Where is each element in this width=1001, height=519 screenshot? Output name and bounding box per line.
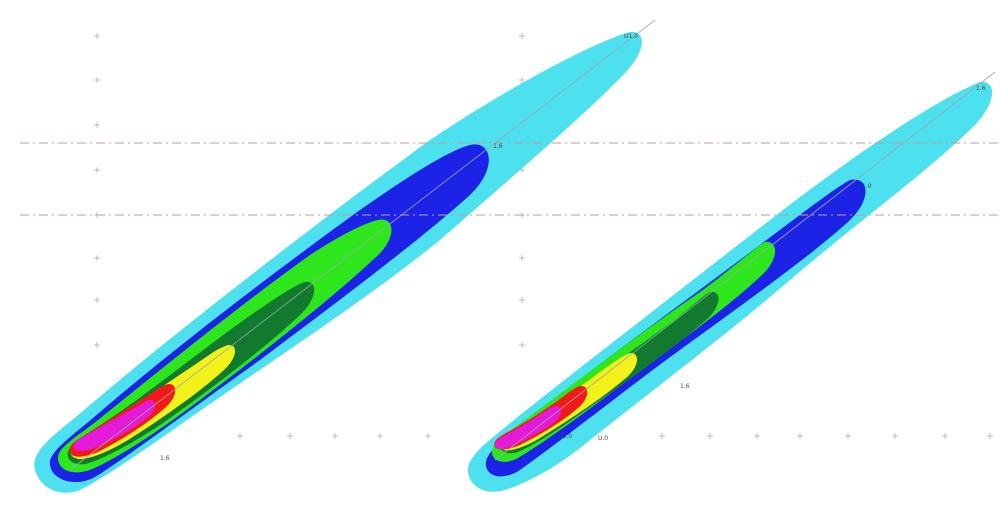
- right-plume-centerline: [494, 71, 996, 461]
- right-plume-label-3: 1.6: [680, 383, 690, 390]
- left-plume-label-4: 1.6: [160, 455, 170, 462]
- right-plume-label-4: U.0: [562, 433, 572, 440]
- left-plume-label-1: U1.0: [624, 33, 638, 40]
- left-plume-centerline: [69, 19, 656, 471]
- right-plume: 1.6 1.0 1.6 U.0 U.0: [468, 71, 996, 492]
- left-plume-label-3: 0.0: [236, 339, 246, 346]
- left-plume-label-2: 1.6: [493, 143, 503, 150]
- right-plume-label-1: 1.6: [976, 85, 986, 92]
- right-plume-band-magenta: [494, 406, 561, 450]
- left-plume-band-magenta: [73, 400, 156, 451]
- right-plume-label-5: U.0: [598, 435, 608, 442]
- right-plume-label-2: 1.0: [862, 183, 872, 190]
- left-plume: U1.0 1.6 0.0 1.6: [34, 19, 656, 493]
